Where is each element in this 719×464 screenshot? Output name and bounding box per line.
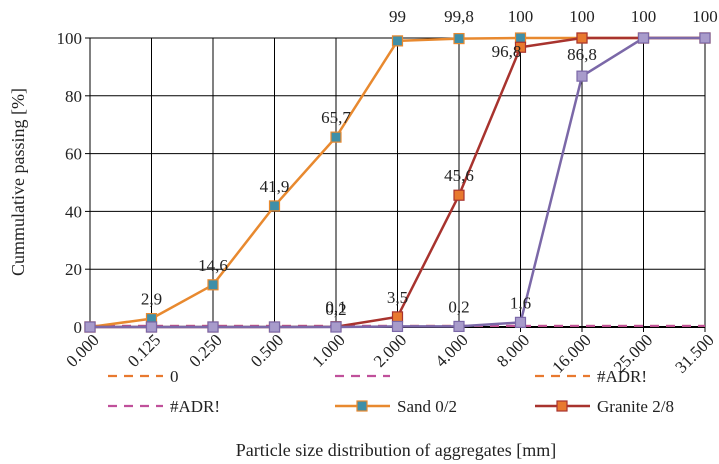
- data-point-marker: [330, 131, 342, 143]
- legend-label: Granite 2/8: [597, 397, 674, 416]
- legend-label: #ADR!: [597, 367, 647, 386]
- data-label: 100: [692, 7, 718, 26]
- legend-layer: 0 #ADR! #ADR! Sand 0/2 Granite 2/8: [108, 367, 674, 416]
- legend-entry: 0: [108, 367, 179, 386]
- legend-entry: #ADR!: [535, 367, 647, 386]
- data-point-marker: [391, 320, 404, 333]
- x-tick-label: 0.000: [62, 330, 102, 370]
- y-tick-label: 20: [65, 260, 82, 279]
- data-point-marker: [391, 311, 404, 323]
- y-tick-label: 40: [65, 202, 82, 221]
- data-point-marker: [576, 70, 588, 82]
- data-label: 2,9: [141, 290, 162, 309]
- data-point-marker: [514, 316, 527, 328]
- x-axis-title: Particle size distribution of aggregates…: [236, 440, 556, 460]
- data-label: 86,8: [567, 45, 597, 64]
- data-point-marker: [84, 321, 96, 333]
- legend-label: 0: [170, 367, 179, 386]
- data-point-marker: [699, 32, 711, 44]
- data-label: 1,6: [510, 293, 531, 312]
- x-tick-label: 4.000: [431, 330, 471, 370]
- data-point-marker: [637, 32, 650, 44]
- data-label: 99: [389, 7, 406, 26]
- legend-label: #ADR!: [170, 397, 220, 416]
- data-label: 100: [508, 7, 534, 26]
- data-label: 0,2: [448, 297, 469, 316]
- data-label: 100: [631, 7, 657, 26]
- data-label: 100: [569, 7, 595, 26]
- x-tick-label: 2.000: [370, 330, 410, 370]
- x-tick-label: 0.125: [124, 330, 164, 370]
- data-point-marker: [330, 321, 342, 333]
- x-tick-label: 0.500: [247, 330, 287, 370]
- data-label: 41,9: [260, 177, 290, 196]
- data-label: 45,6: [444, 166, 474, 185]
- y-tick-label: 80: [65, 87, 82, 106]
- data-label: 96,8: [492, 42, 522, 61]
- data-label: 0,2: [325, 300, 346, 319]
- y-tick-label: 60: [65, 145, 82, 164]
- data-point-marker: [453, 32, 465, 45]
- data-label: 14,6: [198, 256, 228, 275]
- y-tick-label: 0: [74, 318, 83, 337]
- data-point-marker: [391, 35, 404, 47]
- data-point-marker: [268, 321, 281, 333]
- label-layer: 2,9 14,6 41,9 65,7 99 99,8 100 100 100 100 0,1 3,5 4…: [141, 7, 718, 319]
- data-point-marker: [453, 189, 465, 201]
- legend-entry: Granite 2/8: [535, 397, 674, 416]
- series-layer: [84, 32, 711, 333]
- data-point-marker: [268, 200, 281, 212]
- data-point-marker: [453, 320, 465, 333]
- x-tick-label: 1.000: [308, 330, 348, 370]
- legend-swatch-marker: [556, 400, 568, 412]
- legend-swatch-marker: [356, 400, 368, 412]
- x-tick-label: 8.000: [493, 330, 533, 370]
- legend-entry: #ADR!: [108, 397, 220, 416]
- legend-entry: Sand 0/2: [335, 397, 457, 416]
- data-label: 3,5: [387, 288, 408, 307]
- x-tick-label: 0.250: [185, 330, 225, 370]
- y-axis-title: Cummulative passing [%]: [8, 88, 28, 276]
- y-tick-label: 100: [57, 29, 83, 48]
- data-label: 65,7: [321, 108, 351, 127]
- x-tick-label: 16.000: [548, 330, 594, 376]
- data-point-marker: [207, 321, 219, 333]
- data-point-marker: [207, 279, 219, 291]
- data-point-marker: [514, 41, 527, 53]
- data-point-marker: [576, 32, 588, 44]
- legend-label: Sand 0/2: [397, 397, 457, 416]
- x-tick-label: 31.500: [671, 330, 717, 376]
- data-point-marker: [145, 321, 158, 333]
- data-label: 0,1: [325, 298, 346, 317]
- data-label: 99,8: [444, 7, 474, 26]
- grid-layer: [89, 37, 706, 328]
